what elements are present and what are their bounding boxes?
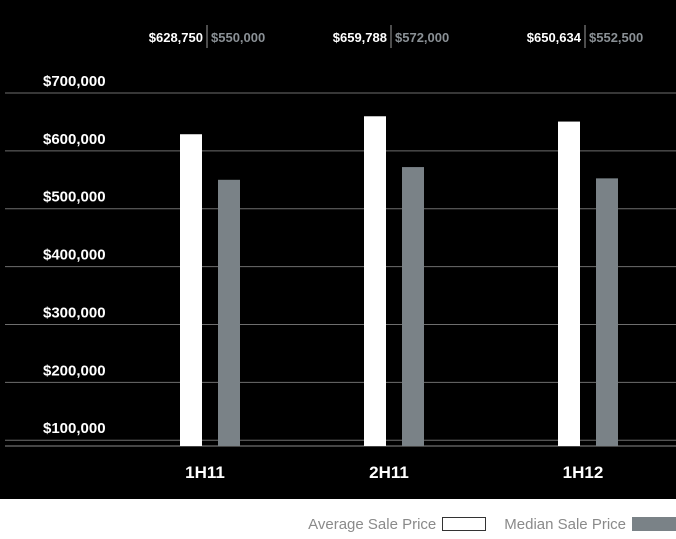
legend-swatch-average [442, 517, 487, 531]
y-tick-label: $100,000 [43, 420, 106, 437]
chart-legend: Average Sale Price Median Sale Price [0, 514, 676, 534]
value-label-median: $552,500 [589, 30, 643, 45]
bar-median [402, 167, 424, 446]
y-tick-label: $500,000 [43, 189, 106, 206]
legend-item-median: Median Sale Price [504, 516, 676, 533]
legend-label-average: Average Sale Price [308, 515, 437, 533]
bar-average [180, 134, 202, 446]
x-category-label: 1H12 [563, 463, 604, 482]
legend-item-average: Average Sale Price [308, 515, 487, 533]
y-tick-label: $700,000 [43, 73, 106, 90]
bar-median [218, 179, 240, 446]
value-label-average: $650,634 [527, 30, 582, 45]
y-tick-label: $400,000 [43, 247, 106, 264]
y-tick-label: $300,000 [43, 304, 106, 321]
legend-label-median: Median Sale Price [504, 515, 626, 533]
value-label-median: $550,000 [211, 30, 265, 45]
value-label-median: $572,000 [395, 30, 449, 45]
bar-average [364, 116, 386, 446]
y-tick-label: $600,000 [43, 131, 106, 148]
value-label-average: $628,750 [149, 30, 203, 45]
value-label-average: $659,788 [333, 30, 387, 45]
x-category-label: 2H11 [369, 463, 409, 482]
legend-swatch-median [632, 517, 676, 531]
bar-median [596, 178, 618, 446]
bar-chart: $100,000 $200,000 $300,000 $400,000 $500,000… [0, 0, 676, 499]
bar-average [558, 121, 580, 446]
y-tick-label: $200,000 [43, 362, 106, 379]
x-category-label: 1H11 [185, 463, 225, 482]
